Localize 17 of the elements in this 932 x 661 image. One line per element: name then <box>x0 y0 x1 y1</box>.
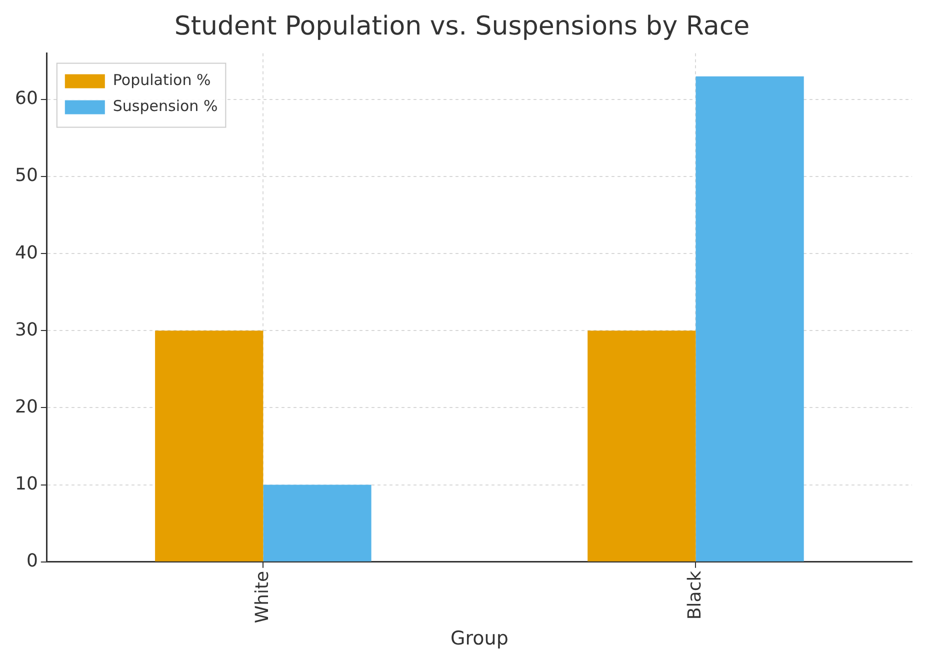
bar <box>588 330 696 562</box>
bar <box>155 330 264 562</box>
legend-label: Population % <box>112 71 211 90</box>
y-tick-label: 20 <box>15 396 38 418</box>
chart-title: Student Population vs. Suspensions by Race <box>174 11 750 42</box>
y-tick-label: 30 <box>15 319 38 340</box>
y-tick-label: 60 <box>15 88 38 110</box>
legend-label: Suspension % <box>112 97 218 116</box>
y-tick-label: 40 <box>15 242 38 264</box>
x-axis-title: Group <box>450 628 508 650</box>
y-tick-label: 0 <box>26 550 38 572</box>
bar <box>696 76 804 562</box>
x-tick-label: White <box>252 570 273 624</box>
y-tick-label: 10 <box>15 473 38 494</box>
bar <box>263 484 372 562</box>
y-tick-label: 50 <box>15 165 38 186</box>
x-tick-label: Black <box>684 570 706 620</box>
